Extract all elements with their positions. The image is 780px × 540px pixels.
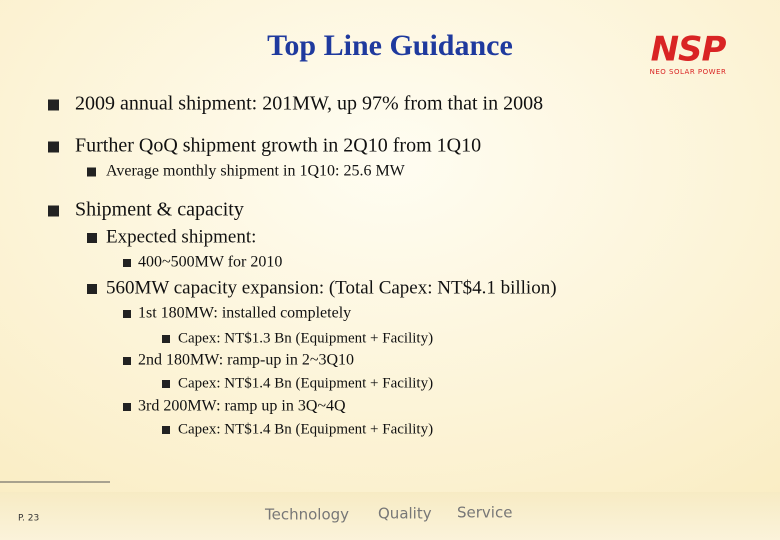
footer-word: Service — [457, 504, 512, 522]
bullet-marker — [48, 99, 59, 111]
bullet-marker — [87, 233, 97, 243]
bullet-marker — [48, 141, 59, 153]
bullet-marker — [87, 284, 97, 294]
bullet-marker — [123, 357, 131, 365]
footer-word: Technology — [264, 506, 349, 524]
bullet-marker — [87, 167, 96, 177]
bullet-text: Capex: NT$1.4 Bn (Equipment + Facility) — [178, 375, 433, 391]
bullet-text: Average monthly shipment in 1Q10: 25.6 M… — [106, 163, 406, 180]
bullet-marker — [48, 205, 59, 217]
bullet-list: 2009 annual shipment: 201MW, up 97% from… — [48, 93, 557, 437]
bullet-text: Capex: NT$1.4 Bn (Equipment + Facility) — [178, 421, 433, 437]
bullet-text: 560MW capacity expansion: (Total Capex: … — [106, 277, 557, 298]
footer-band — [0, 492, 780, 540]
bullet-marker — [123, 403, 131, 411]
bullet-marker — [123, 310, 131, 318]
page-number: P. 23 — [18, 514, 39, 524]
bullet-marker — [123, 259, 131, 267]
bullet-text: 2nd 180MW: ramp-up in 2~3Q10 — [138, 352, 354, 369]
bullet-text: 400~500MW for 2010 — [138, 254, 282, 271]
bullet-text: 3rd 200MW: ramp up in 3Q~4Q — [138, 398, 346, 415]
logo-tagline: NEO SOLAR POWER — [650, 68, 727, 76]
title: Top Line Guidance — [267, 29, 513, 62]
bullet-text: Capex: NT$1.3 Bn (Equipment + Facility) — [178, 330, 433, 346]
bullet-text: Shipment & capacity — [75, 199, 244, 221]
bullet-text: 1st 180MW: installed completely — [138, 305, 351, 322]
bullet-text: 2009 annual shipment: 201MW, up 97% from… — [75, 93, 543, 115]
footer-word: Quality — [378, 505, 432, 523]
bullet-text: Expected shipment: — [106, 226, 256, 247]
bullet-marker — [162, 426, 170, 434]
logo-name: NSP — [651, 30, 727, 70]
bullet-text: Further QoQ shipment growth in 2Q10 from… — [75, 135, 481, 157]
bullet-marker — [162, 335, 170, 343]
bullet-marker — [162, 380, 170, 388]
